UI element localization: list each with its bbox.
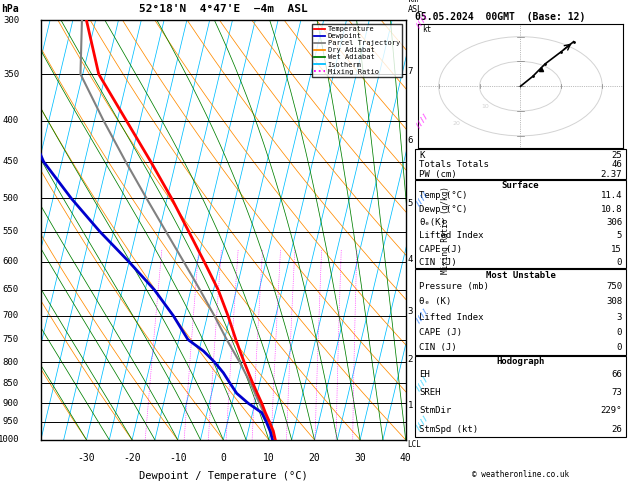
Text: 25: 25 [611,151,622,160]
Text: 6: 6 [250,445,253,451]
Text: EH: EH [419,370,430,379]
Text: Temp (°C): Temp (°C) [419,191,467,200]
Text: 30: 30 [354,453,366,463]
Text: StmDir: StmDir [419,406,451,416]
Text: Lifted Index: Lifted Index [419,231,484,240]
Text: Lifted Index: Lifted Index [419,312,484,322]
Text: 46: 46 [611,160,622,170]
Text: ////: //// [415,413,430,431]
Text: -30: -30 [77,453,96,463]
Text: 40: 40 [400,453,411,463]
Text: θₑ (K): θₑ (K) [419,297,451,306]
Text: 3: 3 [616,312,622,322]
Text: θₑ(K): θₑ(K) [419,218,446,227]
Text: 11.4: 11.4 [601,191,622,200]
Text: CIN (J): CIN (J) [419,258,457,267]
Text: 400: 400 [3,116,19,125]
Text: Totals Totals: Totals Totals [419,160,489,170]
Text: 2.37: 2.37 [601,170,622,179]
Text: 550: 550 [3,227,19,236]
Text: Dewpoint / Temperature (°C): Dewpoint / Temperature (°C) [139,471,308,481]
Text: Most Unstable: Most Unstable [486,271,555,280]
Text: 8: 8 [270,445,273,451]
Text: Dewp (°C): Dewp (°C) [419,205,467,214]
Text: 05.05.2024  00GMT  (Base: 12): 05.05.2024 00GMT (Base: 12) [415,12,586,22]
Text: 66: 66 [611,370,622,379]
Text: 308: 308 [606,297,622,306]
Text: ////: //// [415,375,430,392]
Text: 4: 4 [408,255,413,264]
Text: 2: 2 [182,445,186,451]
Text: 750: 750 [3,335,19,344]
Text: 26: 26 [611,425,622,434]
Text: 4: 4 [225,445,228,451]
Text: 500: 500 [3,194,19,203]
Text: 650: 650 [3,285,19,294]
Text: © weatheronline.co.uk: © weatheronline.co.uk [472,469,569,479]
Text: 5: 5 [616,231,622,240]
Text: PW (cm): PW (cm) [419,170,457,179]
Text: 700: 700 [3,311,19,320]
Text: 306: 306 [606,218,622,227]
Text: 1000: 1000 [0,435,19,444]
Text: 20: 20 [333,445,339,451]
Text: -20: -20 [123,453,141,463]
Text: 3: 3 [207,445,210,451]
Text: ////: //// [415,307,430,324]
Text: 15: 15 [611,244,622,254]
Text: CAPE (J): CAPE (J) [419,328,462,337]
Text: 6: 6 [408,137,413,145]
Text: 10: 10 [482,104,489,109]
Text: 7: 7 [408,67,413,76]
Text: 900: 900 [3,399,19,408]
Text: 850: 850 [3,379,19,388]
Text: Pressure (mb): Pressure (mb) [419,282,489,291]
Text: Hodograph: Hodograph [496,357,545,366]
Text: 1: 1 [143,445,147,451]
Text: hPa: hPa [1,4,19,14]
Text: 5: 5 [408,199,413,208]
Text: ////: //// [415,112,430,129]
Text: 25: 25 [350,445,356,451]
Text: km
ASL: km ASL [408,0,423,14]
Text: 52°18'N  4°47'E  −4m  ASL: 52°18'N 4°47'E −4m ASL [139,3,308,14]
Text: 229°: 229° [601,406,622,416]
Text: StmSpd (kt): StmSpd (kt) [419,425,478,434]
Text: 2: 2 [408,355,413,364]
Text: 10: 10 [283,445,290,451]
Text: SREH: SREH [419,388,440,397]
Text: 0: 0 [220,453,226,463]
Text: ////: //// [415,12,430,29]
Legend: Temperature, Dewpoint, Parcel Trajectory, Dry Adiabat, Wet Adiabat, Isotherm, Mi: Temperature, Dewpoint, Parcel Trajectory… [312,24,402,77]
Text: 600: 600 [3,258,19,266]
Text: 350: 350 [3,69,19,79]
Text: LCL: LCL [408,440,421,449]
Text: 20: 20 [309,453,320,463]
Text: 0: 0 [616,258,622,267]
Text: 10: 10 [263,453,275,463]
Text: 1: 1 [408,401,413,410]
Text: 73: 73 [611,388,622,397]
Text: 450: 450 [3,157,19,166]
Text: 0: 0 [616,328,622,337]
Text: kt: kt [423,25,431,34]
Text: 10.8: 10.8 [601,205,622,214]
Text: 15: 15 [312,445,318,451]
Text: 3: 3 [408,307,413,315]
Text: 950: 950 [3,417,19,426]
Text: Mixing Ratio (g/kg): Mixing Ratio (g/kg) [442,186,450,274]
Text: K: K [419,151,425,160]
Text: Surface: Surface [502,181,539,191]
Text: CAPE (J): CAPE (J) [419,244,462,254]
Text: 0: 0 [616,344,622,352]
Text: 20: 20 [452,122,460,126]
Text: 300: 300 [3,16,19,25]
Text: 750: 750 [606,282,622,291]
Text: -10: -10 [169,453,187,463]
Text: CIN (J): CIN (J) [419,344,457,352]
Text: 800: 800 [3,358,19,366]
Text: ////: //// [415,190,430,207]
